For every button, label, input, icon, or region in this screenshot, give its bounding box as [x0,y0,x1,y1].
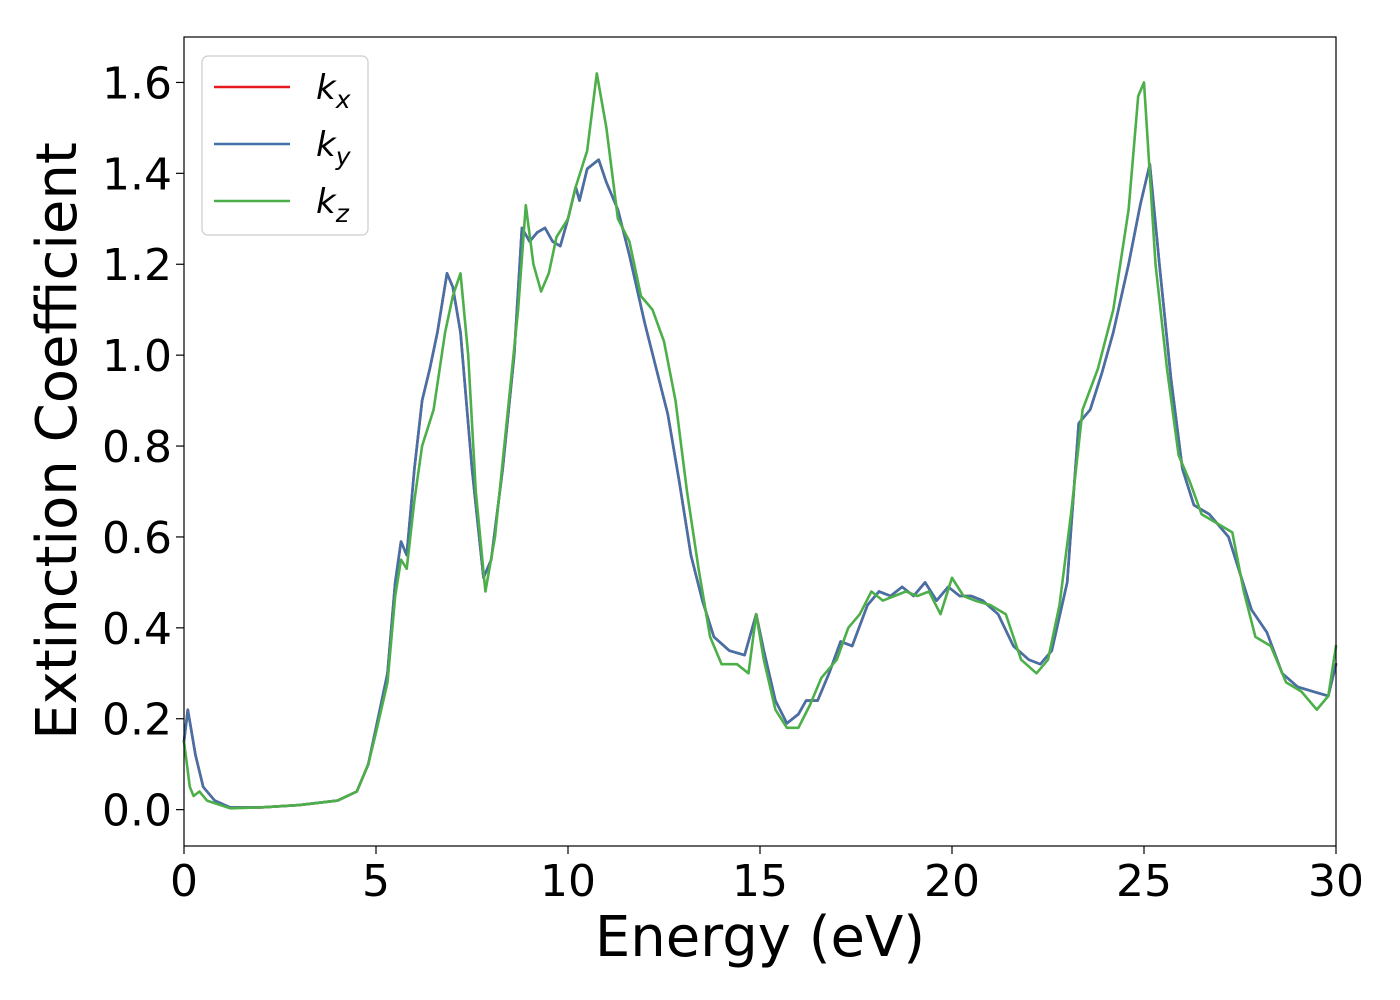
x-tick-label: 0 [170,856,198,907]
series-line-kz [182,72,1338,810]
y-tick-label: 0.0 [102,786,172,837]
y-tick-label: 0.2 [102,695,172,746]
x-tick-label: 15 [732,856,788,907]
y-axis-ticks: 0.0 0.2 0.4 0.6 0.8 1.0 1.2 1.4 1.6 [102,58,184,837]
y-tick-label: 0.4 [102,604,172,655]
y-tick-label: 1.4 [102,149,172,200]
series-line-ky [182,158,1338,809]
x-tick-label: 20 [924,856,980,907]
legend-label-kz: kz [316,182,350,228]
y-tick-label: 0.8 [102,422,172,473]
x-tick-label: 10 [540,856,596,907]
x-tick-label: 5 [362,856,390,907]
plot-lines [182,72,1338,810]
x-axis-ticks: 0 5 10 15 20 25 30 [170,846,1364,907]
series-line-kx [182,158,1338,809]
legend-label-kx: kx [316,68,351,114]
x-axis-title: Energy (eV) [595,905,925,970]
x-tick-label: 30 [1308,856,1364,907]
legend-entries: kx ky kz [214,68,352,228]
y-tick-label: 1.2 [102,240,172,291]
x-tick-label: 25 [1116,856,1172,907]
y-tick-label: 1.0 [102,331,172,382]
legend-box [201,55,369,236]
y-tick-label: 0.6 [102,513,172,564]
y-axis-title: Extinction Coefficient [25,142,90,740]
legend-label-ky: ky [316,125,352,171]
y-tick-label: 1.6 [102,58,172,109]
legend: kx ky kz [201,55,369,236]
